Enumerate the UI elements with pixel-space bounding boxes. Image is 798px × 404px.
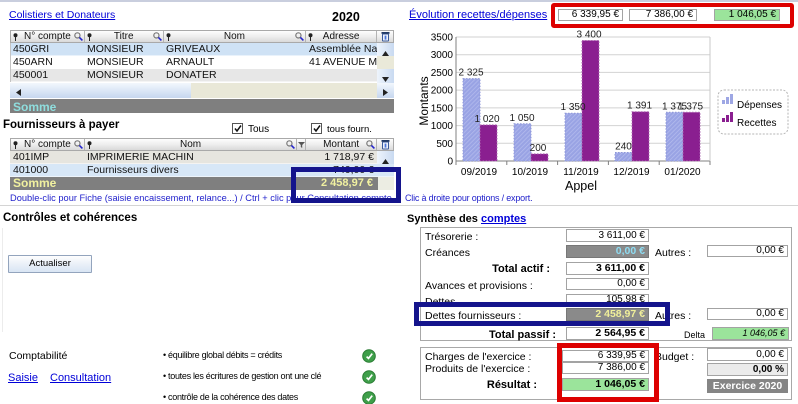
svg-text:2 325: 2 325: [458, 68, 483, 79]
svg-text:1500: 1500: [431, 103, 454, 114]
svg-text:3 400: 3 400: [576, 30, 601, 41]
svg-text:200: 200: [530, 143, 547, 154]
svg-text:Montants: Montants: [417, 76, 431, 125]
svg-text:1 020: 1 020: [474, 114, 499, 125]
svg-text:1 375: 1 375: [662, 101, 687, 112]
svg-text:1000: 1000: [431, 121, 454, 132]
svg-text:1 050: 1 050: [509, 113, 534, 124]
svg-text:09/2019: 09/2019: [461, 167, 498, 178]
svg-text:Recettes: Recettes: [737, 118, 776, 129]
svg-text:Appel: Appel: [565, 179, 597, 193]
svg-text:Dépenses: Dépenses: [737, 100, 782, 111]
svg-text:1 350: 1 350: [560, 102, 585, 113]
svg-text:240: 240: [615, 142, 632, 153]
svg-text:12/2019: 12/2019: [613, 167, 650, 178]
svg-text:3500: 3500: [431, 33, 454, 44]
svg-text:10/2019: 10/2019: [512, 167, 549, 178]
svg-text:1 391: 1 391: [627, 101, 652, 112]
svg-text:2000: 2000: [431, 86, 454, 97]
svg-text:3000: 3000: [431, 50, 454, 61]
svg-text:500: 500: [436, 139, 453, 150]
svg-text:0: 0: [447, 157, 453, 168]
svg-text:2500: 2500: [431, 68, 454, 79]
svg-text:1 375: 1 375: [678, 101, 703, 112]
svg-text:11/2019: 11/2019: [563, 167, 599, 178]
svg-text:01/2020: 01/2020: [664, 167, 701, 178]
